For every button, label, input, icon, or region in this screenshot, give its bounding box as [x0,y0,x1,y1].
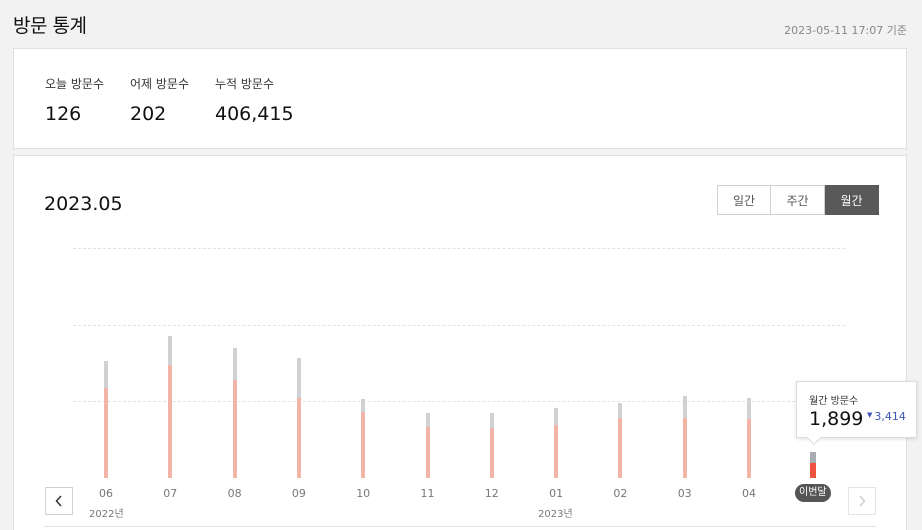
page-title: 방문 통계 [13,15,87,37]
updated-timestamp: 2023-05-11 17:07 기준 [784,24,907,37]
today-stat: 오늘 방문수 126 [45,75,104,125]
gridline [73,248,845,249]
tab-daily[interactable]: 일간 [717,185,771,215]
total-stat: 누적 방문수 406,415 [215,75,294,125]
yesterday-value: 202 [130,103,167,125]
total-label: 누적 방문수 [215,77,275,91]
bar-visits-6[interactable] [489,428,494,478]
gridline [73,401,845,402]
bar-chart: 06 07 08 09 10 11 12 01 02 03 04 [14,156,908,530]
month-label: 11 [420,487,435,500]
month-label: 01 [549,487,564,500]
month-label: 07 [163,487,178,500]
year-label-start: 2022년 [89,509,124,520]
today-label: 오늘 방문수 [45,77,105,91]
month-tooltip: 월간 방문수 1,899 ▼ 3,414 [796,381,917,446]
bar-visits-5[interactable] [425,426,430,478]
yesterday-label: 어제 방문수 [130,77,190,91]
summary-card: 오늘 방문수 126 어제 방문수 202 누적 방문수 406,415 [13,48,907,149]
divider [44,526,876,527]
month-label: 08 [227,487,242,500]
bar-visits-4[interactable] [361,412,366,478]
bar-visits-7[interactable] [554,425,559,478]
bar-visits-2[interactable] [232,379,237,478]
bar-visits-10[interactable] [747,418,751,478]
month-label: 02 [613,487,628,500]
bar-visits-11[interactable] [810,463,817,478]
bar-visits-1[interactable] [168,364,173,478]
tab-weekly[interactable]: 주간 [771,185,825,215]
chevron-right-icon [858,495,866,507]
today-value: 126 [45,103,82,125]
prev-button[interactable] [45,487,73,515]
month-label: 04 [742,487,756,500]
yesterday-stat: 어제 방문수 202 [130,75,189,125]
gridline [73,325,845,326]
current-month-badge: 이번달 [795,484,831,502]
triangle-down-icon: ▼ [867,411,873,419]
chart-card: 2023.05 일간 주간 월간 06 07 08 09 10 11 12 01 02 03 04 … [13,155,907,530]
tooltip-diff-value: 3,414 [874,410,906,423]
period-tabs: 일간 주간 월간 [717,185,879,215]
tooltip-diff: ▼ 3,414 [867,410,906,423]
bar-visits-8[interactable] [618,418,623,478]
total-value: 406,415 [215,103,294,125]
chart-period: 2023.05 [44,193,123,215]
month-label: 09 [291,487,306,500]
tab-monthly[interactable]: 월간 [825,185,879,215]
month-label: 12 [484,487,499,500]
month-label: 06 [99,487,113,500]
month-label: 03 [677,487,692,500]
chevron-left-icon [55,495,63,507]
bar-visits-3[interactable] [296,397,301,478]
year-label-end: 2023년 [538,509,573,520]
tooltip-label: 월간 방문수 [809,396,859,407]
next-button[interactable] [848,487,876,515]
month-label: 10 [356,487,371,500]
tooltip-value: 1,899 [809,408,864,430]
bar-visits-9[interactable] [682,418,687,478]
bar-visits-0[interactable] [104,387,108,478]
